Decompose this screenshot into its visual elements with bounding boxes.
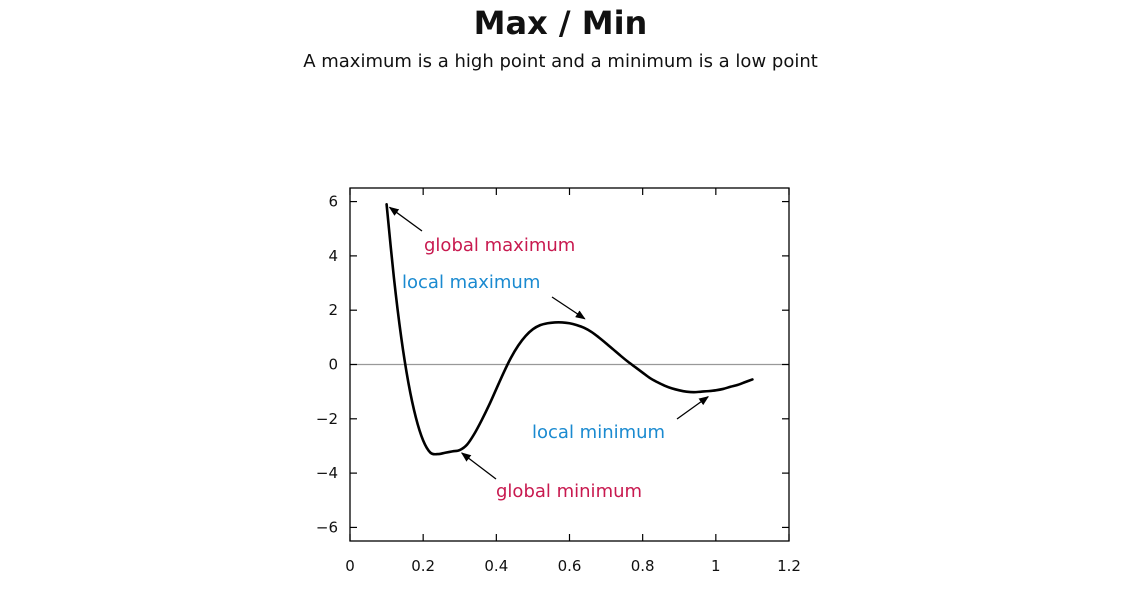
y-axis-ticks: −6 −4 −2 0 2 4 6: [316, 193, 789, 536]
y-tick-label: 4: [328, 247, 338, 265]
global-maximum-arrow: [388, 206, 423, 232]
y-tick-label: −2: [316, 410, 338, 428]
plot-frame: [349, 187, 790, 542]
global-maximum-label: global maximum: [424, 235, 575, 256]
y-tick-label: 0: [328, 356, 338, 374]
function-curve: [385, 202, 754, 456]
x-tick-label: 1: [711, 557, 721, 575]
y-tick-label: −6: [316, 518, 338, 536]
x-tick-label: 0.6: [558, 557, 582, 575]
x-tick-label: 0.8: [631, 557, 655, 575]
y-tick-label: −4: [316, 464, 338, 482]
x-axis-ticks: 0 0.2 0.4 0.6 0.8 1 1.2: [345, 188, 801, 575]
x-tick-label: 0: [345, 557, 355, 575]
local-maximum-label: local maximum: [402, 272, 540, 293]
global-minimum-arrow: [460, 452, 497, 480]
y-tick-label: 6: [328, 193, 338, 211]
local-minimum-label: local minimum: [532, 422, 665, 443]
y-tick-label: 2: [328, 301, 338, 319]
x-tick-label: 1.2: [777, 557, 801, 575]
page-subtitle: A maximum is a high point and a minimum …: [303, 51, 818, 72]
global-minimum-label: global minimum: [496, 481, 642, 502]
x-tick-label: 0.4: [484, 557, 508, 575]
x-tick-label: 0.2: [411, 557, 435, 575]
local-minimum-arrow: [676, 396, 709, 420]
page-title: Max / Min: [473, 4, 648, 42]
local-maximum-arrow: [551, 296, 586, 320]
annotations: global maximum local maximum global mini…: [388, 206, 709, 502]
